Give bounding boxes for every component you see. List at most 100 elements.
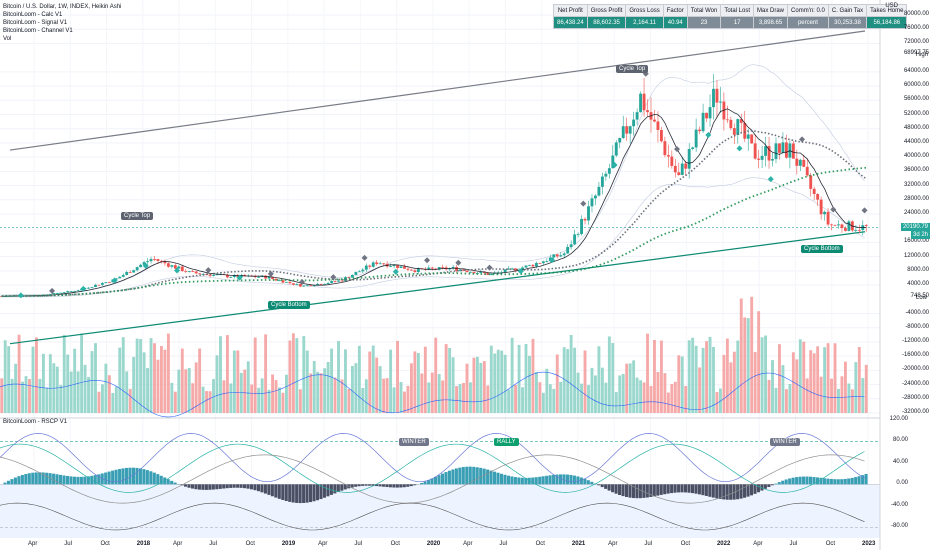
price-tick-label: 80000.00 bbox=[903, 11, 929, 17]
volume-bar bbox=[555, 354, 559, 413]
price-tick-label: 64000.00 bbox=[903, 67, 929, 74]
osc-histogram-bar bbox=[652, 484, 656, 497]
volume-bar bbox=[701, 347, 705, 413]
candle-body bbox=[451, 266, 455, 269]
osc-histogram-bar bbox=[815, 477, 819, 485]
volume-bar bbox=[187, 367, 191, 413]
sell-diamond bbox=[861, 207, 868, 214]
osc-tick-label: 120.00 bbox=[889, 416, 908, 422]
volume-bar bbox=[222, 380, 226, 413]
volume-bar bbox=[194, 362, 198, 413]
candle-body bbox=[163, 261, 167, 264]
volume-bar bbox=[607, 336, 611, 413]
osc-histogram-bar bbox=[409, 484, 413, 487]
volume-bar bbox=[594, 375, 597, 413]
osc-histogram-bar bbox=[600, 484, 604, 488]
osc-histogram-bar bbox=[645, 484, 649, 498]
candle-body bbox=[736, 119, 740, 135]
volume-bar bbox=[455, 386, 459, 413]
osc-histogram-bar bbox=[333, 484, 337, 494]
candle-body bbox=[691, 147, 695, 149]
indicator-signal[interactable]: BitcoinLoom - Signal V1 bbox=[3, 20, 68, 26]
osc-histogram-bar bbox=[170, 480, 174, 485]
volume-bar bbox=[87, 377, 90, 413]
price-tick-label: 72000.00 bbox=[903, 39, 929, 46]
osc-histogram-bar bbox=[642, 484, 646, 498]
candle-body bbox=[76, 290, 80, 292]
volume-bar bbox=[73, 348, 77, 413]
osc-histogram-bar bbox=[399, 484, 403, 488]
price-tick-label: 24000.00 bbox=[903, 210, 929, 216]
candle-body bbox=[514, 268, 518, 271]
volume-bar bbox=[41, 353, 45, 413]
candle-body bbox=[833, 224, 837, 226]
candle-body bbox=[302, 285, 306, 287]
osc-histogram-bar bbox=[822, 478, 826, 485]
volume-bar bbox=[541, 392, 545, 413]
osc-histogram-bar bbox=[708, 484, 712, 497]
osc-histogram-bar bbox=[590, 481, 594, 485]
ma-long-dots bbox=[1, 166, 867, 297]
osc-histogram-bar bbox=[555, 474, 559, 485]
volume-bar bbox=[767, 379, 771, 413]
osc-histogram-bar bbox=[489, 470, 493, 485]
candle-body bbox=[830, 224, 833, 226]
candle-body bbox=[323, 283, 327, 285]
volume-bar bbox=[246, 361, 250, 413]
osc-tick-label: 0.00 bbox=[896, 480, 908, 487]
volume-bar bbox=[847, 383, 851, 413]
candle-body bbox=[503, 269, 507, 273]
volume-bar bbox=[469, 382, 472, 413]
osc-histogram-bar bbox=[513, 477, 517, 485]
candle-body bbox=[59, 292, 63, 294]
price-tick-label: 8000.00 bbox=[907, 266, 929, 273]
candle-body bbox=[701, 112, 705, 132]
candle-body bbox=[441, 267, 445, 268]
price-tick-label: 60000.00 bbox=[903, 82, 929, 89]
buy-diamond bbox=[549, 257, 556, 264]
indicator-calc[interactable]: BitcoinLoom - Calc V1 bbox=[3, 12, 63, 18]
candle-body bbox=[146, 261, 149, 263]
volume-bar bbox=[472, 357, 476, 413]
rscp-oscillator bbox=[0, 433, 880, 538]
volume-bar bbox=[781, 365, 785, 413]
osc-histogram-bar bbox=[211, 484, 215, 490]
time-tick-label: Jul bbox=[499, 541, 508, 547]
osc-histogram-bar bbox=[239, 484, 243, 488]
oscillator-legend[interactable]: BitcoinLoom - RSCP V1 bbox=[3, 419, 67, 425]
osc-histogram-bar bbox=[722, 484, 726, 500]
osc-histogram-bar bbox=[38, 472, 42, 485]
osc-histogram-bar bbox=[343, 484, 347, 490]
volume-bar bbox=[729, 362, 733, 413]
candle-body bbox=[826, 211, 830, 225]
osc-histogram-bar bbox=[604, 484, 608, 489]
candle-body bbox=[118, 276, 122, 279]
indicator-volume[interactable]: Vol bbox=[3, 36, 12, 42]
osc-histogram-bar bbox=[843, 478, 847, 485]
time-tick-label: 2018 bbox=[136, 541, 151, 547]
indicator-channel[interactable]: BitcoinLoom - Channel V1 bbox=[3, 28, 73, 34]
time-tick-label: Apr bbox=[463, 541, 473, 547]
candle-body bbox=[264, 275, 268, 279]
volume-bar bbox=[441, 380, 445, 413]
osc-histogram-bar bbox=[767, 484, 771, 488]
candle-body bbox=[177, 266, 181, 269]
symbol-title[interactable]: Bitcoin / U.S. Dollar, 1W, INDEX, Heikin… bbox=[3, 4, 122, 10]
volume-bar bbox=[90, 351, 94, 413]
volume-bar bbox=[323, 368, 327, 413]
stat-net-profit: 86,438.24 bbox=[553, 16, 588, 29]
candle-body bbox=[694, 129, 698, 148]
osc-histogram-bar bbox=[826, 478, 830, 485]
candle-body bbox=[732, 128, 736, 135]
volume-bar bbox=[646, 333, 649, 413]
candle-body bbox=[121, 274, 125, 277]
candle-body bbox=[125, 272, 129, 275]
osc-histogram-bar bbox=[184, 484, 188, 487]
price-tick-label: 76000.00 bbox=[903, 25, 929, 32]
time-tick-label: Apr bbox=[608, 541, 618, 547]
stat-gain-tax: 30,253.38 bbox=[827, 16, 868, 29]
osc-histogram-bar bbox=[836, 479, 840, 485]
osc-histogram-bar bbox=[430, 478, 434, 485]
volume-bar bbox=[462, 383, 465, 413]
volume-bar bbox=[521, 387, 524, 413]
